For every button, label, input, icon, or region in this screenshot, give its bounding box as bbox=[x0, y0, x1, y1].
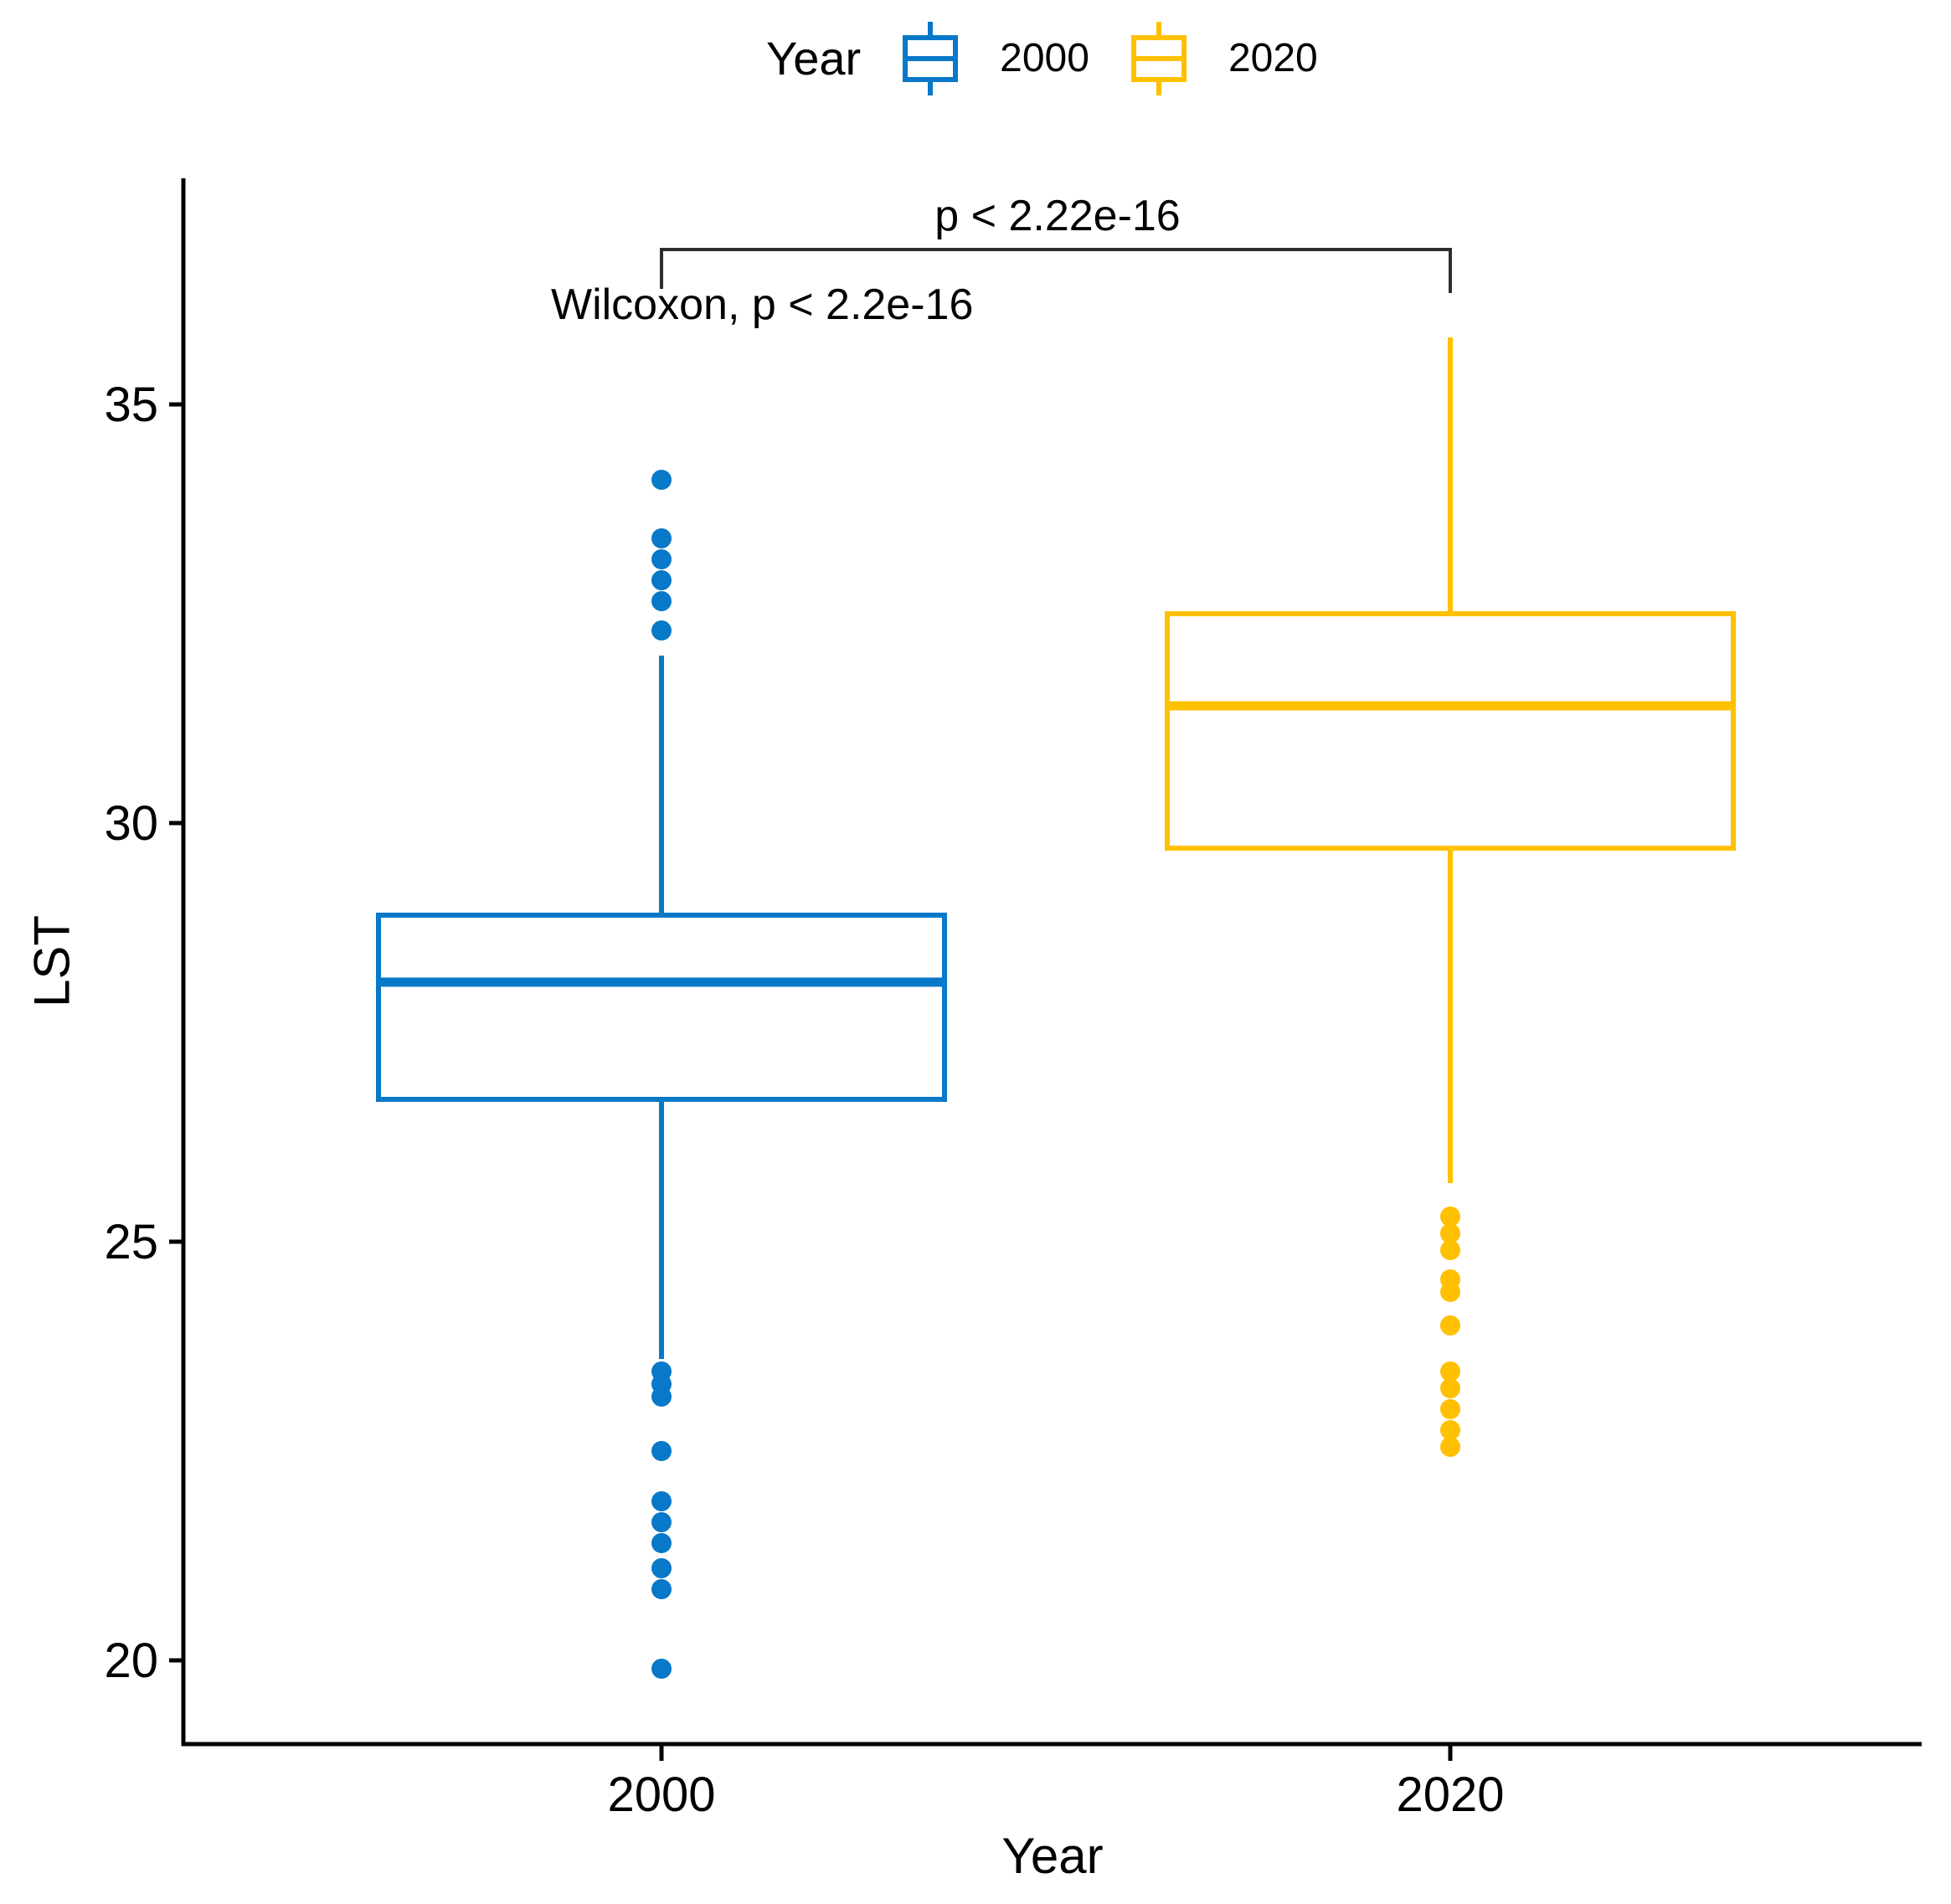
outlier-dot-2020 bbox=[1440, 1399, 1460, 1419]
wilcoxon-test-annotation: Wilcoxon, p < 2.2e-16 bbox=[551, 280, 974, 329]
legend-label-2000: 2000 bbox=[1000, 36, 1089, 80]
x-tick-label-2020: 2020 bbox=[1396, 1768, 1504, 1822]
outlier-dot-2020 bbox=[1440, 1223, 1460, 1243]
legend-title: Year bbox=[766, 32, 862, 85]
outlier-dot-2000 bbox=[651, 620, 672, 641]
comparison-pvalue-annotation: p < 2.22e-16 bbox=[934, 192, 1181, 240]
outlier-dot-2000 bbox=[651, 591, 672, 611]
outlier-dot-2000 bbox=[651, 528, 672, 548]
outlier-dot-2020 bbox=[1440, 1207, 1460, 1227]
x-tick-label-2000: 2000 bbox=[607, 1768, 715, 1822]
boxplot-key-icon-2020 bbox=[1126, 22, 1192, 95]
outlier-dot-2000 bbox=[651, 1579, 672, 1599]
key-whisker-bottom bbox=[1156, 81, 1161, 95]
key-whisker-top bbox=[928, 22, 934, 36]
y-tick-label-35: 35 bbox=[104, 378, 158, 432]
outlier-dot-2000 bbox=[651, 570, 672, 590]
outlier-dot-2000 bbox=[651, 1441, 672, 1461]
y-tick-label-25: 25 bbox=[104, 1215, 158, 1269]
y-tick-label-20: 20 bbox=[104, 1634, 158, 1688]
outlier-dot-2000 bbox=[651, 1512, 672, 1532]
outlier-dot-2000 bbox=[651, 1558, 672, 1578]
key-median-line bbox=[903, 56, 959, 61]
boxplot-key-icon-2000 bbox=[898, 22, 963, 95]
significance-bracket bbox=[660, 248, 1452, 293]
y-axis-title: LST bbox=[23, 914, 80, 1008]
outlier-dot-2020 bbox=[1440, 1420, 1460, 1440]
key-median-line bbox=[1130, 56, 1187, 61]
legend-item-2020: 2020 bbox=[1126, 22, 1318, 95]
y-tick-label-30: 30 bbox=[104, 796, 158, 851]
outlier-dot-2000 bbox=[651, 549, 672, 569]
outlier-dot-2000 bbox=[651, 1491, 672, 1511]
outlier-dot-2000 bbox=[651, 1387, 672, 1407]
outlier-dot-2000 bbox=[651, 1659, 672, 1679]
key-whisker-top bbox=[1156, 22, 1161, 36]
outlier-dot-2020 bbox=[1440, 1361, 1460, 1382]
legend-label-2020: 2020 bbox=[1228, 36, 1318, 80]
legend: Year 2000 2020 bbox=[766, 18, 1318, 99]
box-2000 bbox=[376, 913, 947, 1102]
outlier-dot-2020 bbox=[1440, 1240, 1460, 1260]
key-whisker-bottom bbox=[928, 81, 934, 95]
x-axis-title: Year bbox=[1001, 1828, 1104, 1884]
box-2020 bbox=[1165, 611, 1736, 851]
legend-item-2000: 2000 bbox=[898, 22, 1089, 95]
outlier-dot-2020 bbox=[1440, 1282, 1460, 1302]
outlier-dot-2020 bbox=[1440, 1378, 1460, 1398]
outlier-dot-2000 bbox=[651, 470, 672, 490]
outlier-dot-2020 bbox=[1440, 1315, 1460, 1335]
outlier-dot-2020 bbox=[1440, 1437, 1460, 1457]
outlier-dot-2000 bbox=[651, 1533, 672, 1553]
